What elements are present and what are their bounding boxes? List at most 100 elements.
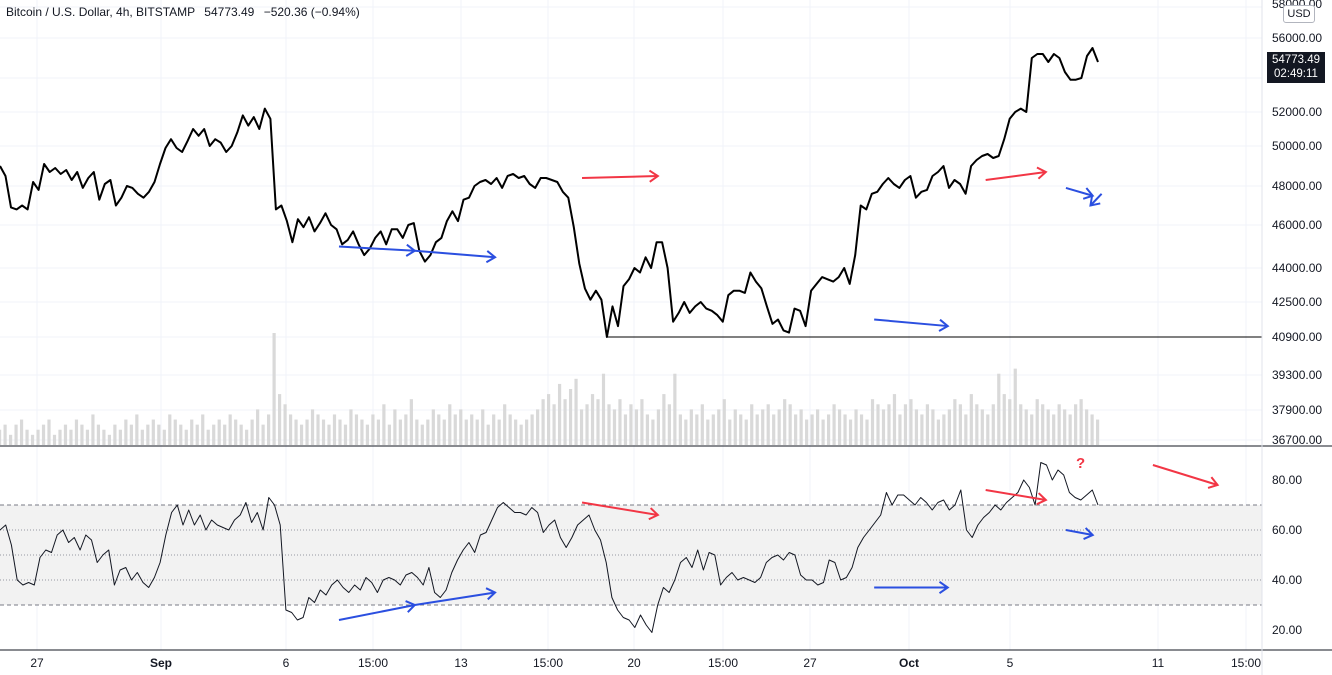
volume-bar: [1068, 414, 1072, 445]
volume-bar: [41, 424, 46, 445]
volume-bar: [409, 399, 413, 445]
volume-bar: [1079, 399, 1083, 445]
volume-bar: [920, 414, 924, 445]
volume-bar: [338, 419, 342, 445]
volume-bar: [239, 424, 243, 445]
volume-bar: [459, 409, 463, 445]
volume-bar: [755, 414, 759, 445]
volume-bar: [975, 404, 979, 445]
volume-bar: [107, 434, 111, 445]
volume-bar: [942, 414, 946, 445]
trend-annotations: ?: [338, 166, 1220, 621]
volume-bar: [678, 414, 682, 445]
volume-bar: [887, 404, 891, 445]
rsi-series: [0, 462, 1099, 633]
volume-bar: [321, 419, 326, 445]
volume-bar: [250, 419, 254, 445]
price-arrow: [1089, 193, 1103, 207]
volume-bar: [870, 399, 875, 445]
question-mark: ?: [1076, 455, 1085, 472]
volume-bar: [0, 429, 2, 445]
volume-bar: [129, 424, 133, 445]
time-tick-label: 11: [1152, 656, 1165, 670]
rsi-tick-label: 20.00: [1272, 623, 1302, 637]
volume-bar: [848, 419, 853, 445]
volume-bar: [343, 424, 348, 445]
price-tick-label: 40900.00: [1272, 330, 1322, 344]
volume-bar: [96, 424, 101, 445]
rsi-arrow-head: [1083, 527, 1095, 540]
rsi-arrow: [1065, 529, 1093, 536]
volume-bar: [612, 409, 617, 445]
volume-bar: [662, 394, 666, 445]
volume-bar: [980, 409, 984, 445]
volume-bar: [568, 389, 573, 445]
rsi-arrow-head: [938, 581, 950, 594]
volume-bar: [728, 419, 732, 445]
price-change: −520.36 (−0.94%): [263, 5, 360, 19]
volume-bar: [541, 399, 545, 445]
volume-bar: [102, 429, 106, 445]
volume-bar: [91, 414, 95, 445]
volume-bar: [1085, 409, 1089, 445]
volume-bar: [245, 429, 249, 445]
volume-bar: [316, 414, 320, 445]
volume-bar: [256, 409, 260, 445]
rsi-tick-label: 80.00: [1272, 473, 1302, 487]
volume-bar: [283, 404, 287, 445]
price-arrow-head: [1089, 195, 1101, 207]
price-tag-value: 54773.49: [1272, 54, 1320, 66]
price-arrow: [582, 175, 658, 179]
time-tick-label: 15:00: [1231, 656, 1261, 670]
volume-bar: [936, 419, 940, 445]
volume-bar: [596, 399, 600, 445]
volume-bar: [173, 419, 177, 445]
rsi-arrow: [338, 604, 415, 621]
volume-bar: [986, 414, 990, 445]
volume-bar: [305, 419, 309, 445]
volume-bar: [799, 409, 803, 445]
time-tick-label: 15:00: [708, 656, 738, 670]
volume-bar: [80, 424, 84, 445]
price-arrow: [338, 245, 415, 252]
volume-bar: [118, 429, 122, 445]
volume-bar: [645, 414, 650, 445]
volume-bar: [481, 409, 485, 445]
volume-bar: [536, 409, 540, 445]
volume-bar: [179, 424, 183, 445]
volume-bar: [700, 404, 704, 445]
volume-bar: [234, 419, 238, 445]
currency-badge[interactable]: USD: [1283, 5, 1315, 23]
volume-bar: [997, 373, 1001, 445]
volume-bar: [442, 419, 446, 445]
volume-bar: [497, 419, 501, 445]
price-arrow: [874, 318, 948, 328]
price-line: [0, 47, 1099, 338]
symbol-legend[interactable]: Bitcoin / U.S. Dollar, 4h, BITSTAMP 5477…: [6, 5, 360, 19]
volume-bar: [371, 414, 375, 445]
volume-bar: [437, 414, 441, 445]
volume-bar: [492, 414, 496, 445]
volume-bar: [267, 414, 271, 445]
time-tick-label: 5: [1007, 656, 1014, 670]
price-arrow-head: [485, 250, 497, 264]
volume-bar: [393, 409, 397, 445]
last-price-tag: 54773.49 02:49:11: [1267, 52, 1325, 83]
volume-bar: [30, 434, 35, 445]
volume-bar: [310, 409, 315, 445]
volume-bar: [744, 419, 748, 445]
volume-bar: [969, 394, 973, 445]
volume-bar: [1013, 368, 1017, 445]
volume-bar: [865, 419, 869, 445]
volume-bar: [618, 399, 622, 445]
volume-bars: [0, 333, 1100, 445]
volume-bar: [294, 419, 298, 445]
volume-bar: [376, 419, 381, 445]
time-tick-label: 27: [803, 656, 817, 670]
volume-bar: [206, 429, 210, 445]
volume-bar: [711, 414, 715, 445]
volume-bar: [689, 409, 693, 445]
last-price: 54773.49: [204, 5, 255, 19]
